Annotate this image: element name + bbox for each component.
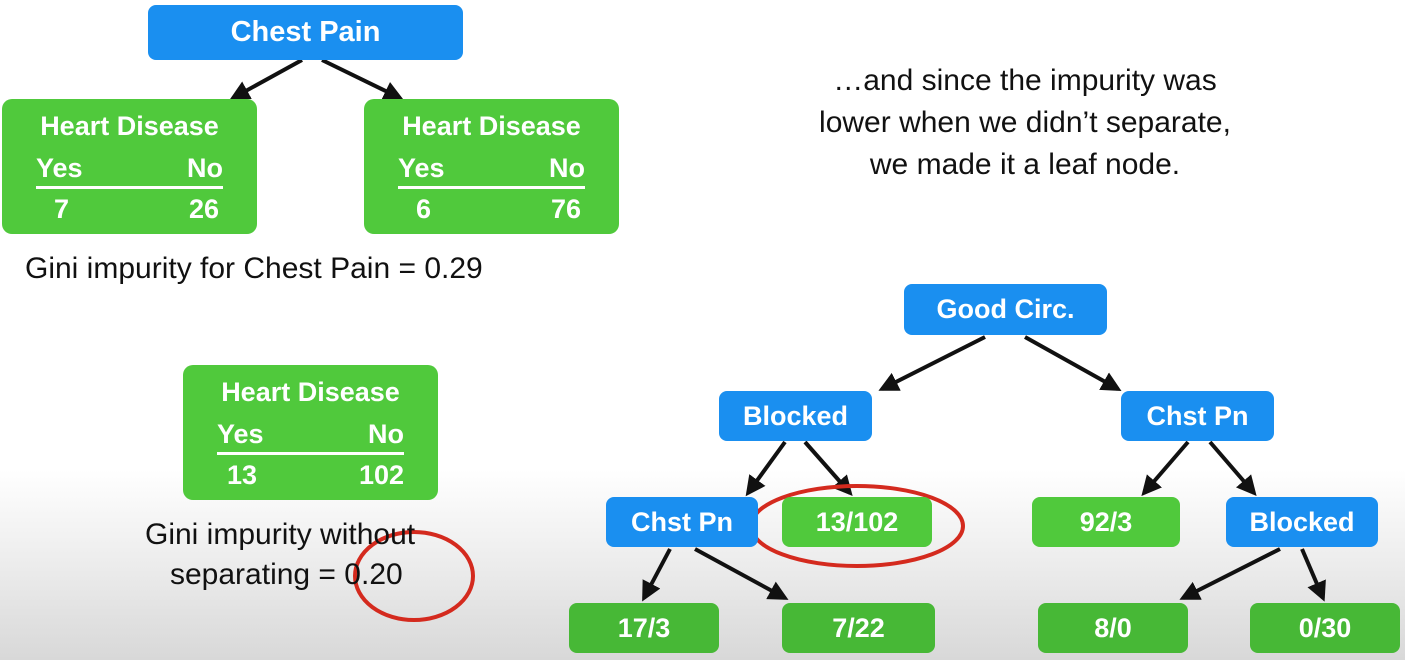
table-header-row: Yes No [217, 419, 404, 455]
yes-count: 7 [54, 194, 70, 224]
table-values-row: 6 76 [398, 194, 585, 225]
no-count: 26 [188, 194, 219, 224]
table-values-row: 7 26 [36, 194, 223, 225]
leaf-0-30: 0/30 [1250, 603, 1400, 653]
leaf-17-3: 17/3 [569, 603, 719, 653]
arrow-good-circ-right [1024, 335, 1122, 391]
yes-count: 6 [416, 194, 432, 224]
table-title: Heart Disease [40, 111, 219, 141]
leaf-7-22-label: 7/22 [832, 612, 885, 643]
arrow-chst-pn-right [1208, 440, 1257, 497]
col-yes-label: Yes [36, 153, 83, 183]
heart-disease-table-right: Heart Disease Yes No 6 76 [364, 99, 619, 234]
arrow-chest-pain-left [229, 58, 303, 100]
good-circ-label: Good Circ. [936, 294, 1075, 324]
leaf-7-22: 7/22 [782, 603, 935, 653]
caption-line-2: lower when we didn’t separate, [819, 106, 1231, 139]
caption: …and since the impurity was lower when w… [720, 60, 1330, 186]
arrow-chst-pn-ll-right [694, 547, 789, 600]
good-circ-node: Good Circ. [904, 284, 1107, 335]
table-values-row: 13 102 [217, 460, 404, 491]
gini-unsplit-value: 0.20 [344, 558, 403, 591]
arrow-blocked-rr-right [1300, 548, 1326, 602]
arrow-blocked-left [745, 440, 787, 497]
col-yes-label: Yes [217, 419, 264, 449]
col-no-label: No [549, 153, 585, 183]
blocked-lower-label: Blocked [1249, 506, 1355, 537]
col-yes-label: Yes [398, 153, 445, 183]
chst-pn-label: Chst Pn [1146, 400, 1249, 431]
arrow-good-circ-left [878, 335, 986, 391]
table-header-row: Yes No [36, 153, 223, 189]
tree-arrows [229, 58, 1326, 602]
blocked-label: Blocked [742, 400, 849, 431]
leaf-92-3-label: 92/3 [1079, 506, 1133, 537]
chst-pn-node: Chst Pn [1121, 391, 1274, 441]
table-header-row: Yes No [398, 153, 585, 189]
gini-unsplit-line1: Gini impurity without [145, 518, 416, 551]
blocked-node: Blocked [719, 391, 872, 441]
arrow-blocked-rr-left [1179, 547, 1281, 600]
chst-pn-node-lower: Chst Pn [606, 497, 758, 547]
gini-unsplit-prefix: separating = [170, 558, 345, 591]
chest-pain-root-label: Chest Pain [230, 16, 381, 48]
heart-disease-table-left: Heart Disease Yes No 7 26 [2, 99, 257, 234]
gini-chest-pain-text: Gini impurity for Chest Pain = 0.29 [25, 252, 483, 285]
arrow-chst-pn-left [1141, 440, 1190, 497]
col-no-label: No [368, 419, 404, 449]
blocked-node-lower: Blocked [1226, 497, 1378, 547]
table-title: Heart Disease [221, 377, 400, 407]
col-no-label: No [187, 153, 223, 183]
gini-unsplit-line2: separating = 0.20 [170, 558, 403, 592]
leaf-0-30-label: 0/30 [1298, 612, 1352, 643]
chst-pn-lower-label: Chst Pn [630, 506, 733, 537]
caption-line-3: we made it a leaf node. [869, 148, 1181, 181]
leaf-17-3-label: 17/3 [617, 612, 671, 643]
table-title: Heart Disease [402, 111, 581, 141]
leaf-8-0: 8/0 [1038, 603, 1188, 653]
heart-disease-table-unsplit: Heart Disease Yes No 13 102 [183, 365, 438, 500]
leaf-13-102-label: 13/102 [815, 506, 899, 537]
no-count: 76 [550, 194, 581, 224]
chest-pain-root-node: Chest Pain [148, 5, 463, 60]
leaf-92-3: 92/3 [1032, 497, 1180, 547]
leaf-8-0-label: 8/0 [1094, 612, 1132, 643]
no-count: 102 [358, 460, 404, 490]
yes-count: 13 [227, 460, 258, 490]
leaf-13-102: 13/102 [782, 497, 932, 547]
arrow-chst-pn-ll-left [642, 548, 672, 602]
arrow-chest-pain-right [321, 58, 404, 100]
highlight-circle-gini [353, 530, 475, 622]
caption-line-1: …and since the impurity was [833, 64, 1217, 97]
